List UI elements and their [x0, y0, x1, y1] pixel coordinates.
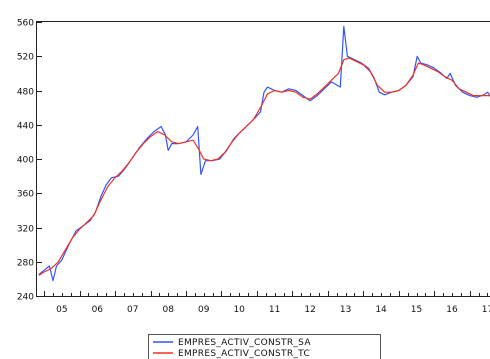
x-tick-label: 08 [163, 305, 175, 315]
y-tick-label: 480 [17, 88, 34, 98]
x-tick-label: 15 [411, 305, 422, 315]
series-line-tc [38, 57, 490, 276]
x-axis: 05 06 07 08 09 10 11 12 13 14 15 16 17 [44, 291, 490, 315]
legend-label-sa: EMPRES_ACTIV_CONSTR_SA [178, 338, 311, 348]
x-tick-label: 17 [482, 305, 490, 315]
y-tick-label: 320 [17, 225, 34, 235]
series-line-sa [38, 25, 490, 282]
x-tick-label: 09 [198, 305, 210, 315]
plot-frame [36, 21, 490, 297]
legend-box [148, 334, 381, 359]
y-axis: 240 280 320 360 400 440 480 520 560 [17, 19, 42, 303]
x-tick-label: 14 [375, 305, 387, 315]
y-tick-label: 400 [17, 156, 34, 166]
y-tick-label: 240 [17, 293, 34, 303]
legend: EMPRES_ACTIV_CONSTR_SA EMPRES_ACTIV_CONS… [148, 334, 381, 359]
x-tick-label: 10 [233, 305, 245, 315]
x-tick-label: 16 [446, 305, 458, 315]
y-tick-label: 560 [17, 19, 34, 29]
x-tick-label: 05 [56, 305, 67, 315]
x-tick-label: 12 [304, 305, 315, 315]
y-tick-label: 360 [17, 190, 34, 200]
x-tick-label: 11 [269, 305, 280, 315]
x-tick-label: 07 [127, 305, 138, 315]
series-layer [38, 25, 490, 282]
y-tick-label: 280 [17, 259, 34, 269]
x-tick-label: 13 [340, 305, 351, 315]
x-tick-label: 06 [92, 305, 104, 315]
y-tick-label: 520 [17, 53, 34, 63]
legend-label-tc: EMPRES_ACTIV_CONSTR_TC [178, 349, 310, 359]
y-tick-label: 440 [17, 122, 34, 132]
